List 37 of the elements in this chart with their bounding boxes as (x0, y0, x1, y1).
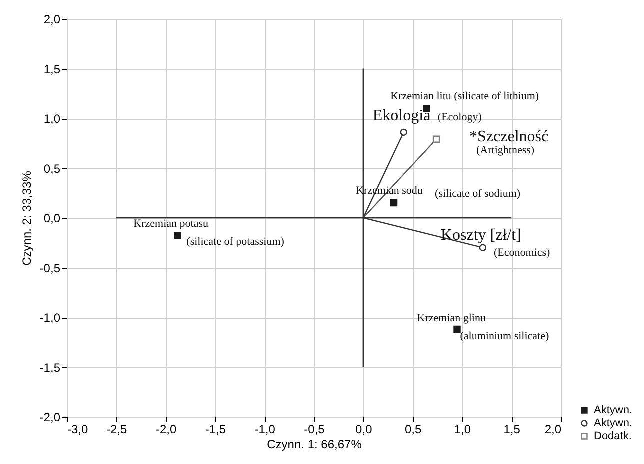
annotation: Krzemian potasu (134, 218, 209, 230)
x-tick-label: -2,0 (156, 422, 177, 436)
x-tick-label: 0,0 (356, 422, 373, 436)
annotation: (Artightness) (476, 144, 535, 156)
legend-label: Aktywn. (594, 418, 633, 430)
x-axis-title: Czynn. 1: 66,67% (267, 438, 362, 452)
annotation: (aluminium silicate) (460, 330, 550, 342)
annotation: (silicate of potassium) (186, 236, 285, 248)
annotation: *Szczelność (470, 128, 549, 146)
x-tick-label: 1,0 (454, 422, 472, 436)
annotation: Ekologia (372, 107, 431, 124)
annotation: (Ecology) (438, 111, 482, 124)
annotation: (silicate of sodium) (435, 188, 521, 200)
annotation: Krzemian glinu (417, 312, 486, 324)
annotation: (Economics) (494, 246, 550, 259)
x-tick-label: -0,5 (304, 422, 326, 436)
x-tick-label: -3,0 (68, 422, 89, 436)
legend-label: Dodatk. (594, 430, 632, 442)
y-tick-label: 1,0 (44, 112, 61, 126)
annotation: Krzemian litu (silicate of lithium) (390, 90, 540, 103)
x-tick-label: 1,5 (504, 422, 521, 436)
y-axis-title: Czynn. 2: 33,33% (20, 170, 34, 266)
x-tick-label: -1,5 (205, 422, 226, 436)
x-tick-label: 0,5 (404, 422, 422, 436)
y-tick-label: 0,0 (44, 212, 61, 226)
annotation: Koszty [zł/t] (440, 226, 522, 244)
y-tick-label: 2,0 (44, 12, 61, 26)
legend-label: Aktywn. (594, 404, 633, 416)
y-tick-label: 1,5 (44, 62, 61, 76)
y-tick-label: -1,0 (40, 311, 61, 325)
y-tick-label: -2,0 (40, 410, 61, 424)
y-tick-label: -1,5 (40, 360, 61, 375)
x-tick-label: 2,0 (544, 422, 562, 436)
y-tick-label: -0,5 (40, 261, 61, 276)
y-tick-label: 0,5 (44, 162, 61, 176)
x-tick-label: -1,0 (254, 422, 276, 436)
x-tick-label: -2,5 (106, 422, 128, 436)
